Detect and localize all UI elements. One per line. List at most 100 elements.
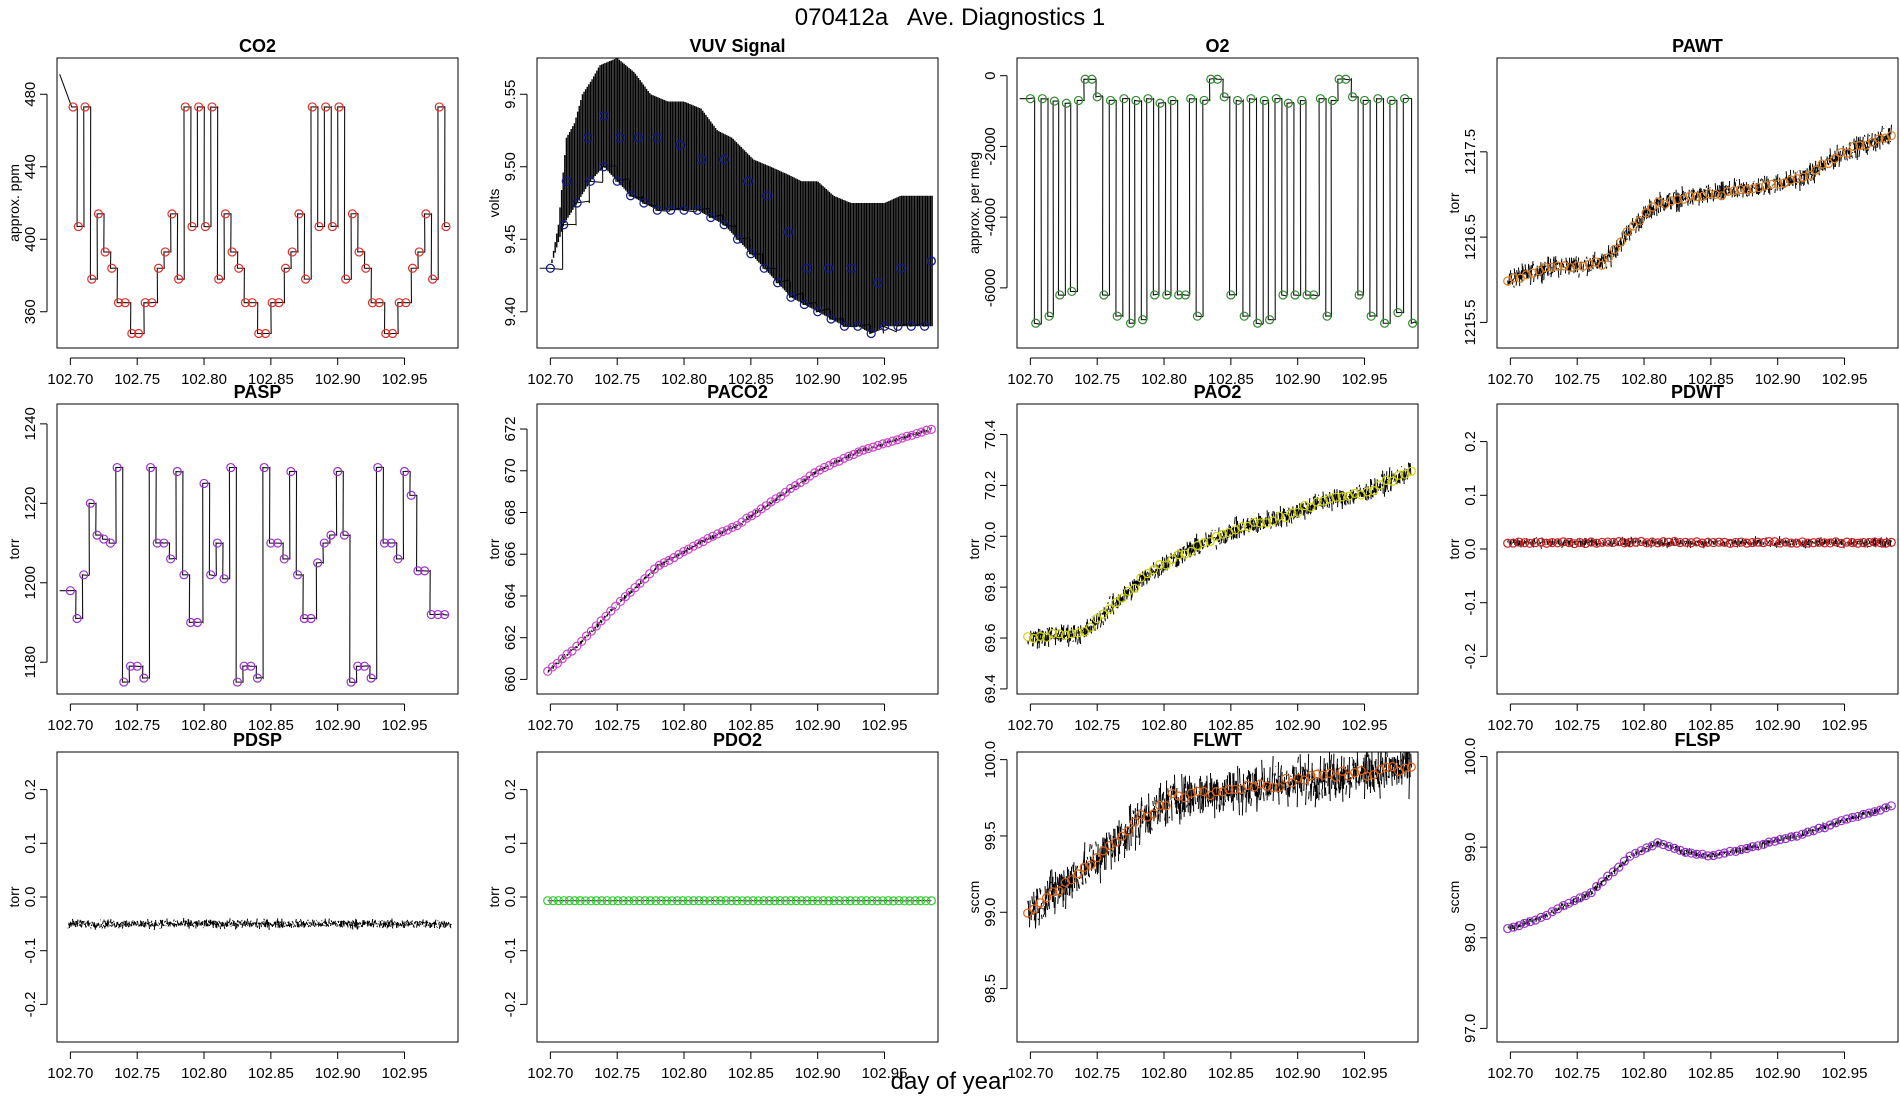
data-point [1274, 511, 1284, 521]
data-point [1049, 96, 1060, 106]
y-axis-label: approx. ppm [6, 164, 22, 242]
series-band [1027, 462, 1412, 649]
data-point [1067, 629, 1077, 639]
y-tick-label: 0.2 [502, 779, 519, 800]
data-point [159, 538, 169, 548]
data-point [1023, 632, 1033, 642]
data-point [1575, 537, 1585, 548]
y-tick-label: 9.55 [502, 80, 519, 109]
data-point [1530, 915, 1541, 925]
y-tick-label: 9.50 [502, 152, 519, 181]
data-point [1130, 583, 1140, 593]
panel-title: FLSP [1674, 730, 1720, 750]
data-point [1041, 893, 1052, 903]
data-point [1508, 922, 1518, 932]
data-point [1619, 538, 1630, 548]
data-point [1218, 787, 1228, 797]
data-point [1211, 786, 1221, 797]
data-point [1653, 538, 1663, 548]
data-point [1575, 893, 1585, 903]
x-tick-label: 102.95 [1342, 717, 1388, 734]
data-point [1580, 891, 1591, 901]
x-tick-label: 102.80 [181, 717, 227, 734]
data-point [1817, 159, 1827, 169]
panel-pawt: PAWT torr 102.70 102.75 102.80 102.85 102.90 10… [1446, 36, 1899, 388]
data-point [1597, 537, 1607, 547]
data-point [559, 896, 569, 906]
y-tick-label: -0.2 [1462, 643, 1479, 669]
x-tick-label: 102.85 [728, 371, 774, 388]
data-point [246, 661, 256, 671]
data-point [878, 896, 888, 906]
data-point [341, 274, 351, 284]
data-point [717, 527, 728, 537]
data-point [1406, 466, 1416, 476]
data-point [851, 896, 861, 906]
panel-co2: CO2 approx. ppm 102.70 102.75 102.80 102.85 10… [6, 36, 459, 388]
y-tick-label: 1216.5 [1462, 214, 1479, 260]
data-point [1558, 537, 1568, 547]
data-point [1073, 628, 1083, 638]
data-point [1143, 94, 1153, 104]
y-tick-label: 9.45 [502, 225, 519, 254]
data-point [1299, 500, 1310, 511]
y-tick-label: 70.2 [982, 471, 999, 500]
data-point [705, 896, 715, 906]
data-point [1754, 182, 1764, 193]
data-point [1368, 770, 1379, 780]
data-point [294, 209, 304, 219]
data-point [1359, 95, 1370, 106]
data-point [1079, 626, 1089, 637]
data-point [873, 278, 883, 288]
data-point [633, 133, 644, 143]
data-point [1503, 538, 1513, 548]
data-point [813, 307, 823, 317]
y-tick-label: 99.0 [982, 898, 999, 927]
data-point [772, 278, 783, 288]
data-point [433, 609, 443, 620]
data-point [105, 538, 116, 548]
x-tick-label: 102.70 [1487, 371, 1533, 388]
data-point [1836, 816, 1846, 826]
data-point [652, 133, 662, 143]
x-tick-label: 102.95 [1822, 371, 1868, 388]
data-point [353, 661, 363, 671]
data-point [260, 328, 271, 339]
data-point [895, 263, 906, 273]
data-point [849, 449, 859, 460]
x-tick-label: 102.85 [1208, 717, 1254, 734]
data-point [1037, 94, 1047, 104]
y-axis-label: volts [486, 189, 502, 218]
data-point [696, 154, 707, 165]
y-tick-label: 1240 [22, 407, 39, 440]
data-point [786, 292, 796, 302]
data-point [1299, 775, 1310, 785]
x-tick-label: 102.85 [248, 717, 294, 734]
data-point [861, 896, 872, 906]
panel-title: PDSP [233, 730, 282, 750]
data-point [1808, 826, 1819, 836]
series-line [59, 74, 449, 335]
data-point [823, 263, 834, 273]
data-point [1312, 497, 1322, 507]
data-point [232, 677, 243, 687]
data-point [597, 896, 607, 906]
data-point [333, 466, 343, 477]
data-point [1681, 537, 1691, 547]
data-point [1080, 74, 1090, 84]
data-point [688, 541, 698, 551]
data-point [1085, 860, 1096, 870]
data-point [1167, 95, 1177, 106]
data-point [599, 162, 609, 172]
data-point [1714, 537, 1724, 547]
data-point [1186, 546, 1196, 556]
data-point [1530, 537, 1541, 548]
data-point [125, 661, 136, 671]
data-point [1341, 74, 1351, 84]
data-point [1031, 318, 1041, 328]
data-point [615, 596, 626, 606]
data-point [813, 896, 823, 906]
data-point [1386, 95, 1396, 106]
y-tick-label: 0.0 [22, 887, 39, 908]
data-point [1836, 148, 1846, 158]
